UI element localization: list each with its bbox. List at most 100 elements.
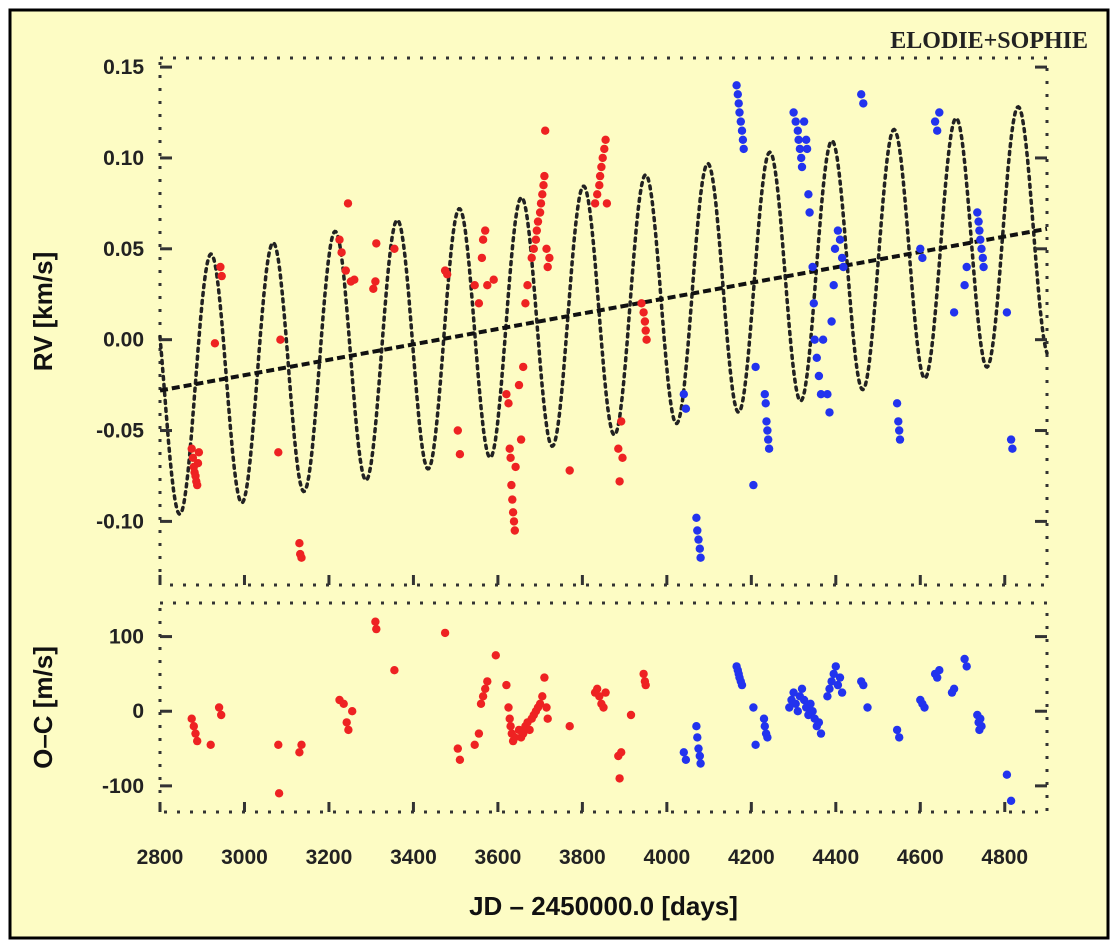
data-point-sophie xyxy=(679,748,688,757)
x-tick-label: 4200 xyxy=(728,846,775,869)
data-point-elodie xyxy=(626,710,636,720)
data-point-elodie xyxy=(274,789,284,798)
x-tick-label: 4800 xyxy=(981,846,1028,869)
data-point-sophie xyxy=(935,666,944,675)
data-point-sophie xyxy=(825,408,834,417)
data-point-sophie xyxy=(827,317,836,326)
data-point-elodie xyxy=(510,733,519,742)
data-point-sophie xyxy=(916,244,925,253)
data-point-sophie xyxy=(974,217,983,226)
data-point-sophie xyxy=(732,81,741,90)
data-point-sophie xyxy=(797,153,806,163)
data-point-sophie xyxy=(1008,444,1017,453)
rv-data-points xyxy=(187,81,1017,562)
data-point-elodie xyxy=(615,774,624,783)
x-tick-label: 3000 xyxy=(221,846,268,869)
data-point-sophie xyxy=(839,262,848,272)
data-point-elodie xyxy=(502,390,511,399)
data-point-sophie xyxy=(802,144,812,154)
data-point-sophie xyxy=(892,399,902,408)
data-point-sophie xyxy=(933,126,942,135)
x-tick-label: 3200 xyxy=(306,846,353,869)
data-point-elodie xyxy=(601,135,610,144)
data-point-elodie xyxy=(191,729,200,738)
data-point-sophie xyxy=(1006,435,1016,444)
data-point-elodie xyxy=(523,281,532,290)
data-point-sophie xyxy=(751,362,760,372)
data-point-elodie xyxy=(535,208,545,217)
data-point-sophie xyxy=(827,677,836,686)
figure-panel xyxy=(8,8,1110,940)
y-tick-label: 100 xyxy=(109,626,144,649)
data-point-sophie xyxy=(977,244,986,253)
data-point-elodie xyxy=(193,459,203,468)
data-point-sophie xyxy=(808,707,817,716)
x-axis-label: JD – 2450000.0 [days] xyxy=(469,891,738,921)
data-point-sophie xyxy=(799,117,809,126)
data-point-elodie xyxy=(372,239,381,248)
data-point-sophie xyxy=(760,390,769,399)
data-point-sophie xyxy=(763,733,772,742)
data-point-elodie xyxy=(600,144,609,154)
data-point-sophie xyxy=(930,117,940,126)
data-point-sophie xyxy=(814,718,824,727)
data-point-elodie xyxy=(508,495,517,504)
data-point-elodie xyxy=(642,335,651,344)
data-point-sophie xyxy=(892,725,902,735)
data-point-sophie xyxy=(760,722,769,731)
data-point-elodie xyxy=(525,725,534,735)
residual-y-axis-label: O–C [m/s] xyxy=(28,646,58,769)
data-point-elodie xyxy=(543,714,552,723)
data-point-elodie xyxy=(372,624,381,634)
data-point-sophie xyxy=(799,695,809,705)
data-point-elodie xyxy=(210,339,220,348)
rv-y-axis-label: RV [km/s] xyxy=(28,252,58,371)
data-point-elodie xyxy=(565,466,574,475)
data-point-sophie xyxy=(749,703,758,712)
data-point-sophie xyxy=(833,226,843,235)
data-point-elodie xyxy=(614,444,623,453)
data-point-sophie xyxy=(816,729,826,738)
data-point-sophie xyxy=(830,244,840,253)
data-point-elodie xyxy=(506,722,515,731)
y-tick-label: 0.15 xyxy=(103,56,144,79)
data-point-elodie xyxy=(641,680,650,690)
data-point-sophie xyxy=(978,253,987,263)
data-point-sophie xyxy=(679,390,688,399)
data-point-elodie xyxy=(297,553,306,562)
data-point-elodie xyxy=(335,235,344,244)
data-point-sophie xyxy=(895,426,904,435)
data-point-elodie xyxy=(295,539,304,548)
data-point-elodie xyxy=(542,703,551,712)
data-point-sophie xyxy=(859,99,868,108)
data-point-elodie xyxy=(595,181,604,190)
data-point-elodie xyxy=(595,692,604,701)
rv-model-curve xyxy=(158,104,1049,517)
data-point-elodie xyxy=(341,266,350,275)
y-tick-label: 0.00 xyxy=(103,329,144,352)
data-point-sophie xyxy=(837,688,847,697)
data-point-elodie xyxy=(481,226,490,235)
data-point-elodie xyxy=(443,270,452,279)
data-point-sophie xyxy=(835,673,845,682)
residual-panel: 100 0 -100 2800 3000 3200 3400 3600 3800 4000 420… xyxy=(28,575,1049,921)
data-point-sophie xyxy=(808,262,817,272)
data-point-sophie xyxy=(764,435,773,444)
data-point-elodie xyxy=(455,450,465,459)
data-point-sophie xyxy=(797,684,807,693)
data-point-sophie xyxy=(895,733,904,742)
data-point-elodie xyxy=(189,722,198,731)
rv-y-ticks: 0.15 0.10 0.05 0.00 -0.05 -0.10 xyxy=(96,56,1047,533)
data-point-sophie xyxy=(734,99,743,108)
data-point-elodie xyxy=(217,710,226,720)
data-point-sophie xyxy=(933,673,942,682)
data-point-elodie xyxy=(348,707,357,716)
data-point-elodie xyxy=(481,684,490,693)
data-point-sophie xyxy=(823,692,832,701)
data-point-elodie xyxy=(545,253,554,263)
x-tick-label: 4400 xyxy=(812,846,859,869)
data-point-elodie xyxy=(595,171,605,181)
data-point-elodie xyxy=(371,277,380,286)
data-point-sophie xyxy=(797,162,807,172)
data-point-sophie xyxy=(795,144,805,154)
